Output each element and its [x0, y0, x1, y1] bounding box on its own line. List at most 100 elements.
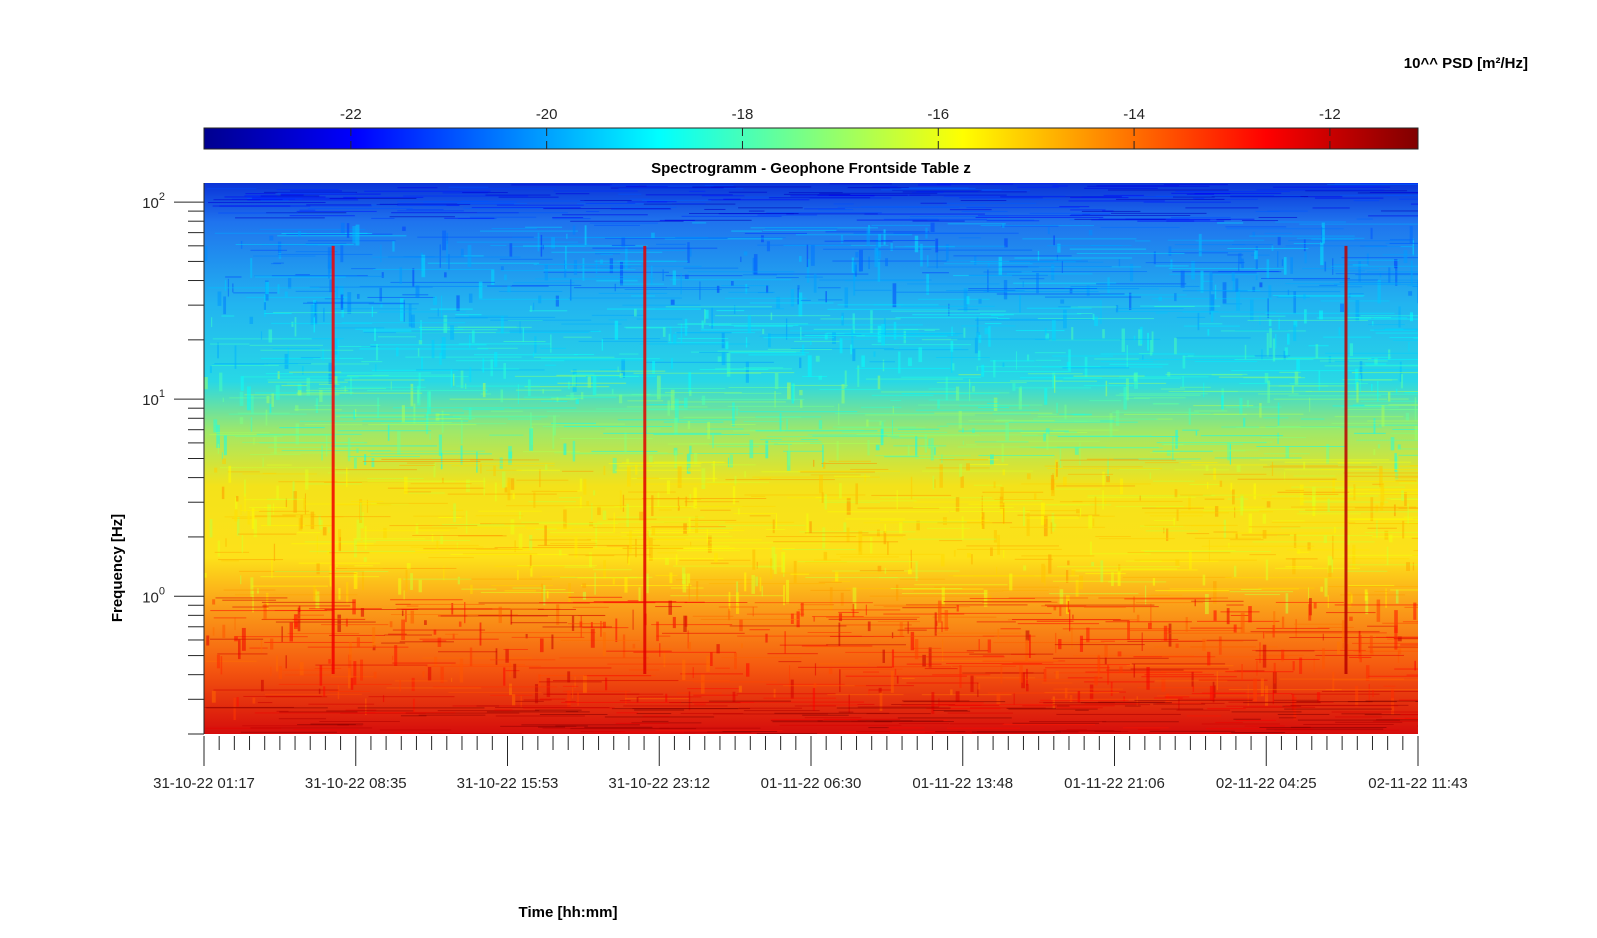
spectrogram-streak [568, 297, 682, 299]
spectrogram-streak [721, 332, 725, 349]
spectrogram-streak [1014, 257, 1133, 259]
spectrogram-streak [204, 377, 208, 390]
spectrogram-streak [1040, 699, 1129, 701]
spectrogram-streak [457, 326, 517, 328]
spectrogram-streak [1110, 358, 1239, 360]
spectrogram-streak [692, 186, 812, 188]
spectrogram-streak [1183, 390, 1312, 392]
spectrogram-streak [587, 375, 592, 388]
spectrogram-streak [563, 509, 567, 530]
spectrogram-streak [996, 566, 998, 575]
spectrogram-streak [530, 423, 626, 425]
spectrogram-streak [1198, 250, 1255, 252]
spectrogram-streak [659, 727, 761, 729]
spectrogram-streak [738, 707, 802, 709]
spectrogram-streak [1403, 516, 1418, 518]
spectrogram-streak [1062, 367, 1130, 369]
spectrogram-streak [631, 393, 675, 395]
spectrogram-streak [770, 440, 822, 442]
spectrogram-streak [829, 635, 905, 637]
spectrogram-streak [458, 343, 551, 345]
spectrogram-streak [319, 389, 323, 402]
spectrogram-streak [958, 410, 962, 429]
spectrogram-streak [948, 705, 1000, 707]
spectrogram-streak [584, 726, 653, 728]
spectrogram-streak [430, 308, 473, 310]
spectrogram-streak [398, 578, 402, 595]
spectrogram-streak [1195, 240, 1234, 242]
spectrogram-streak [624, 698, 689, 700]
spectrogram-streak [916, 520, 920, 531]
spectrogram-streak [874, 721, 954, 723]
spectrogram-streak [1231, 244, 1273, 246]
spectrogram-streak [375, 364, 377, 372]
spectrogram-streak [646, 185, 714, 187]
spectrogram-streak [928, 438, 931, 449]
spectrogram-streak [689, 390, 692, 397]
spectrogram-streak [1332, 477, 1336, 494]
spectrogram-streak [945, 244, 949, 262]
spectrogram-streak [832, 260, 947, 262]
spectrogram-streak [307, 301, 375, 303]
spectrogram-streak [573, 287, 668, 289]
spectrogram-streak [207, 287, 320, 289]
spectrogram-streak [544, 525, 547, 546]
spectrogram-streak [403, 299, 405, 322]
spectrogram-streak [899, 347, 962, 349]
spectrogram-streak [1404, 717, 1418, 719]
spectrogram-streak [403, 476, 408, 494]
spectrogram-streak [406, 605, 419, 607]
spectrogram-streak [877, 375, 881, 390]
spectrogram-streak [1052, 657, 1169, 659]
spectrogram-streak [765, 633, 768, 643]
spectrogram-streak [366, 499, 369, 513]
spectrogram-streak [482, 382, 486, 398]
spectrogram-streak [768, 197, 871, 199]
spectrogram-streak [1053, 672, 1167, 674]
spectrogram-streak [966, 463, 970, 471]
spectrogram-streak [1323, 535, 1328, 544]
spectrogram-streak [1352, 642, 1418, 644]
spectrogram-streak [605, 677, 608, 691]
spectrogram-streak [1092, 313, 1095, 321]
spectrogram-streak [1010, 380, 1063, 382]
spectrogram-streak [1059, 448, 1062, 468]
spectrogram-streak [1175, 190, 1291, 192]
spectrogram-streak [855, 483, 859, 505]
spectrogram-streak [308, 703, 375, 705]
spectrogram-streak [1069, 248, 1147, 250]
spectrogram-streak [1116, 198, 1225, 200]
spectrogram-streak [1005, 422, 1010, 441]
spectrogram-streak [956, 392, 1010, 394]
spectrogram-streak [208, 202, 326, 204]
spectrogram-streak [379, 729, 452, 731]
spectrogram-streak [1117, 571, 1121, 586]
spectrogram-streak [978, 366, 1101, 368]
spectrogram-streak [294, 614, 324, 616]
spectrogram-streak [280, 193, 381, 195]
spectrogram-streak [440, 462, 555, 464]
spectrogram-streak [1183, 325, 1240, 327]
spectrogram-streak [419, 638, 499, 640]
spectrogram-streak [1288, 356, 1392, 358]
spectrogram-streak [993, 642, 1105, 644]
spectrogram-streak [365, 698, 367, 715]
spectrogram-streak [1369, 635, 1373, 654]
spectrogram-streak [684, 318, 688, 336]
spectrogram-streak [356, 637, 361, 648]
spectrogram-streak [1207, 482, 1209, 489]
spectrogram-streak [872, 186, 898, 188]
spectrogram-streak [1273, 699, 1319, 701]
spectrogram-streak [1331, 711, 1418, 713]
spectrogram-streak [1052, 429, 1119, 431]
spectrogram-streak [790, 573, 810, 575]
spectrogram-streak [1059, 459, 1176, 461]
spectrogram-streak [400, 715, 427, 717]
spectrogram-streak [555, 193, 590, 195]
spectrogram-streak [943, 195, 1066, 197]
spectrogram-streak [356, 293, 360, 299]
spectrogram-streak [404, 491, 432, 493]
spectrogram-streak [655, 308, 784, 310]
spectrogram-streak [390, 281, 495, 283]
spectrogram-streak [256, 433, 362, 435]
